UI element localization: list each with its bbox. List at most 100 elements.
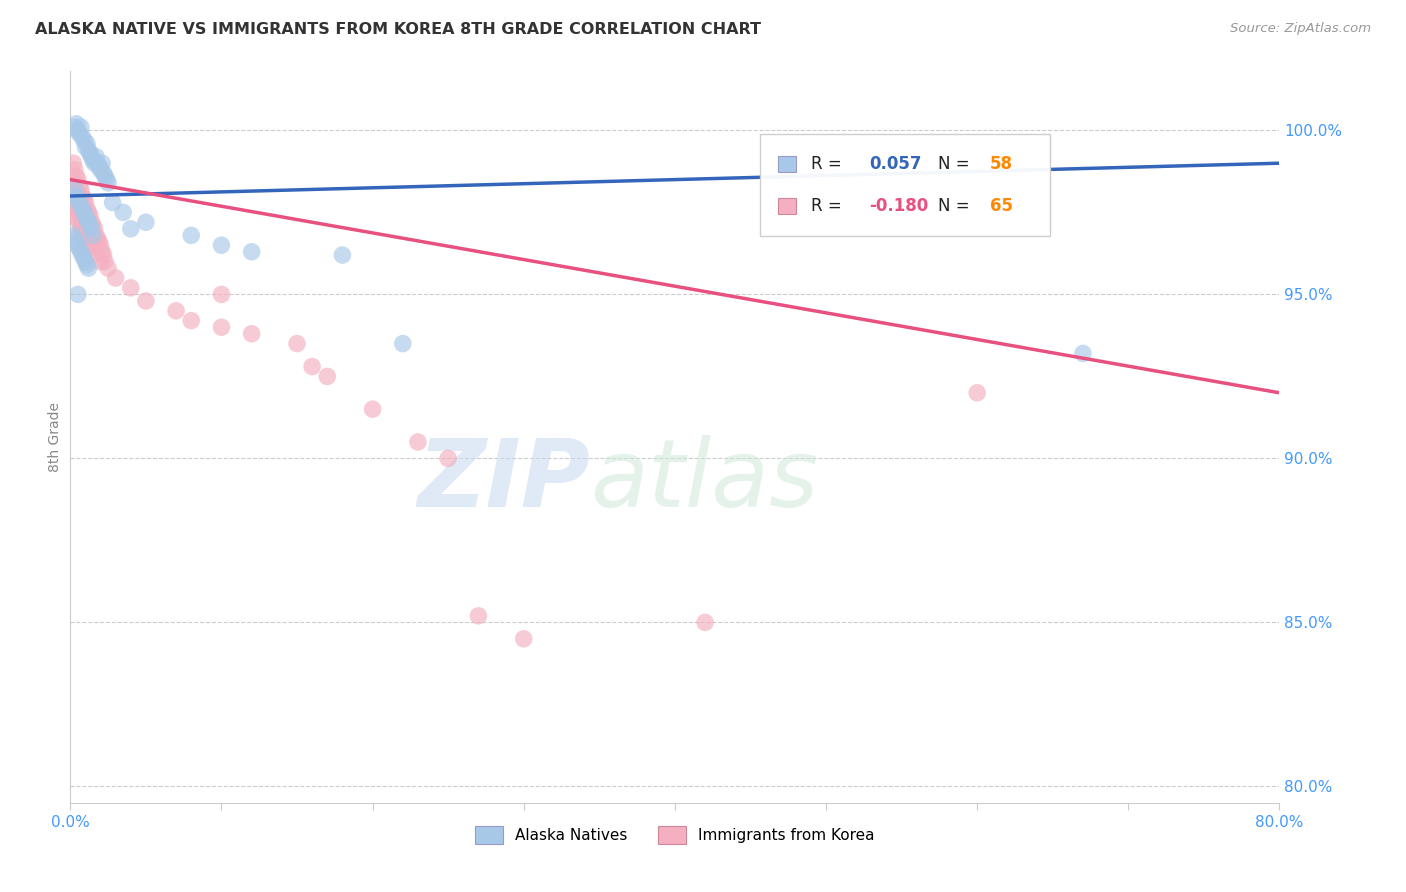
Point: [82, 219, 104, 233]
Point: [83, 156, 105, 170]
Text: R =: R =: [811, 155, 846, 173]
Point: [66, 287, 89, 301]
Point: [66, 192, 89, 206]
Point: [966, 385, 988, 400]
Point: [73, 133, 96, 147]
Point: [76, 211, 98, 226]
Point: [62, 156, 84, 170]
Text: R =: R =: [811, 196, 846, 215]
Point: [406, 435, 429, 450]
Point: [96, 172, 118, 186]
Point: [65, 169, 87, 184]
Point: [72, 215, 94, 229]
Text: 65: 65: [990, 196, 1012, 215]
Point: [93, 248, 115, 262]
Point: [76, 202, 98, 216]
Text: atlas: atlas: [591, 435, 818, 526]
Point: [65, 195, 87, 210]
Point: [72, 202, 94, 216]
Point: [240, 326, 263, 341]
Point: [65, 205, 87, 219]
Point: [72, 228, 94, 243]
Point: [65, 189, 87, 203]
Point: [77, 215, 100, 229]
Point: [67, 205, 90, 219]
Point: [80, 215, 103, 229]
Point: [66, 211, 89, 226]
Point: [70, 222, 93, 236]
Point: [76, 242, 98, 256]
Point: [75, 195, 97, 210]
Text: 0.057: 0.057: [869, 155, 921, 173]
Point: [211, 287, 233, 301]
Point: [79, 242, 101, 256]
Point: [101, 195, 124, 210]
Point: [70, 120, 93, 135]
FancyBboxPatch shape: [778, 198, 796, 214]
Point: [82, 228, 104, 243]
Point: [91, 156, 114, 170]
Point: [240, 244, 263, 259]
Point: [63, 202, 86, 216]
Point: [76, 136, 98, 151]
Point: [94, 169, 117, 184]
Point: [165, 303, 187, 318]
Point: [94, 254, 117, 268]
Point: [75, 254, 97, 268]
Point: [70, 211, 93, 226]
Point: [332, 248, 354, 262]
FancyBboxPatch shape: [778, 156, 796, 172]
Point: [75, 228, 97, 243]
Point: [285, 336, 308, 351]
Point: [63, 182, 86, 196]
Point: [316, 369, 339, 384]
Point: [104, 271, 127, 285]
Text: Source: ZipAtlas.com: Source: ZipAtlas.com: [1230, 22, 1371, 36]
Point: [72, 248, 94, 262]
Point: [66, 238, 89, 252]
Point: [211, 320, 233, 334]
Point: [695, 615, 717, 630]
Point: [65, 117, 87, 131]
Point: [87, 235, 110, 249]
Point: [120, 281, 142, 295]
Point: [75, 140, 97, 154]
Y-axis label: 8th Grade: 8th Grade: [48, 402, 62, 472]
Point: [70, 244, 93, 259]
Point: [77, 205, 100, 219]
Point: [86, 156, 108, 170]
Point: [82, 153, 104, 167]
Point: [80, 150, 103, 164]
Point: [67, 127, 90, 141]
Point: [301, 359, 323, 374]
Point: [63, 120, 86, 135]
Point: [67, 179, 90, 194]
Point: [90, 238, 111, 252]
Point: [87, 160, 110, 174]
Point: [73, 192, 96, 206]
Point: [135, 293, 157, 308]
Point: [66, 202, 89, 216]
Point: [83, 222, 105, 236]
Point: [120, 222, 142, 236]
Point: [73, 205, 96, 219]
Point: [62, 228, 84, 243]
Point: [63, 232, 86, 246]
Point: [70, 182, 93, 196]
Point: [97, 261, 120, 276]
Point: [513, 632, 536, 646]
Point: [180, 313, 202, 327]
Point: [66, 172, 89, 186]
Point: [82, 248, 104, 262]
Legend: Alaska Natives, Immigrants from Korea: Alaska Natives, Immigrants from Korea: [470, 820, 880, 850]
Point: [77, 238, 100, 252]
Point: [66, 123, 89, 137]
Text: -0.180: -0.180: [869, 196, 928, 215]
Point: [391, 336, 415, 351]
Point: [76, 258, 98, 272]
FancyBboxPatch shape: [759, 134, 1050, 235]
Point: [86, 232, 108, 246]
Point: [79, 146, 101, 161]
Point: [1071, 346, 1094, 360]
Point: [80, 222, 103, 236]
